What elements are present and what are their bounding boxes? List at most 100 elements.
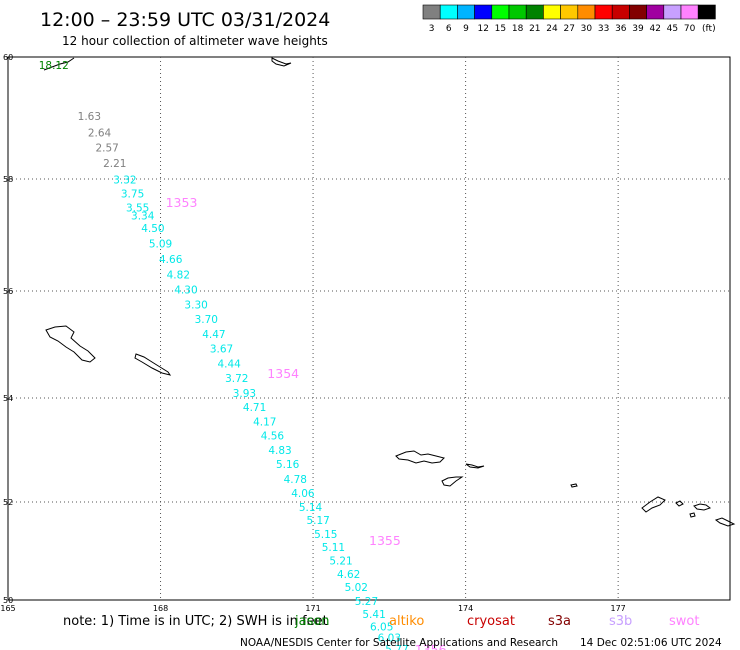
page-subtitle: 12 hour collection of altimeter wave hei… — [62, 34, 328, 48]
legend-swatch — [543, 4, 561, 20]
pass-time-label: 1354 — [267, 366, 299, 381]
wave-height-label: 5.09 — [149, 238, 172, 250]
legend-swatch — [560, 4, 579, 20]
axis-tick-labels: 50 52 54 56 58 60 165 168 171 174 177 — [0, 53, 625, 613]
legend-tick-label: (ft) — [702, 24, 716, 34]
satellite-legend: jason altiko cryosat s3a s3b swot — [294, 614, 699, 629]
wave-height-label: 6.03 — [378, 633, 401, 645]
wave-height-label: 3.75 — [121, 188, 144, 200]
wave-height-label: 5.11 — [322, 542, 345, 554]
legend-swatch — [457, 4, 475, 20]
coastline-island — [441, 476, 464, 487]
coastline-island — [465, 463, 485, 469]
wave-height-label: 5.16 — [276, 459, 300, 471]
coastlines — [43, 57, 736, 527]
wave-height-label: 2.57 — [95, 143, 118, 155]
legend-swatch — [629, 4, 647, 20]
coastline-island — [395, 450, 445, 464]
legend-tick-label: 39 — [632, 24, 644, 34]
wave-height-label: 5.17 — [306, 515, 329, 527]
legend-tick-label: 36 — [615, 24, 627, 34]
credit-text: NOAA/NESDIS Center for Satellite Applica… — [240, 637, 558, 649]
coastline-island — [689, 512, 696, 518]
legend-swatch — [697, 4, 716, 20]
wave-height-label: 3.70 — [195, 314, 218, 326]
wave-height-labels: 18.121.632.642.572.213.323.753.553.344.5… — [39, 60, 447, 650]
wave-height-label: 4.47 — [202, 329, 225, 341]
y-tick-label: 60 — [3, 53, 13, 62]
coastline-island — [570, 483, 578, 488]
coastline-island — [714, 517, 736, 527]
satellite-name-swot: swot — [669, 614, 699, 629]
legend-swatch — [474, 4, 493, 20]
pass-time-label: 1356 — [415, 642, 447, 650]
wave-height-label: 3.93 — [233, 388, 256, 400]
color-legend: 3 6 9 12 15 18 21 24 27 30 33 36 39 42 45 70 (ft) — [422, 4, 716, 34]
x-tick-label: 168 — [153, 604, 168, 613]
legend-swatch — [508, 4, 527, 20]
wave-height-label: 6.05 — [370, 621, 393, 633]
wave-height-label: 2.64 — [88, 127, 112, 139]
y-tick-label: 50 — [3, 596, 13, 605]
legend-tick-label: 6 — [446, 24, 452, 34]
wave-height-label: 3.30 — [184, 300, 207, 312]
legend-swatch — [577, 4, 596, 20]
wave-height-label: 4.56 — [261, 431, 285, 443]
wave-height-label: 18.12 — [39, 60, 69, 72]
wave-height-label: 4.78 — [284, 474, 307, 486]
legend-swatch — [680, 4, 699, 20]
legend-tick-label: 33 — [598, 24, 609, 34]
y-tick-label: 56 — [3, 287, 13, 296]
wave-height-label: 3.34 — [131, 210, 155, 222]
page-title: 12:00 – 23:59 UTC 03/31/2024 — [40, 9, 330, 31]
legend-tick-label: 42 — [649, 24, 660, 34]
pass-time-label: 1353 — [166, 195, 198, 210]
legend-swatch — [439, 4, 458, 20]
satellite-name-s3a: s3a — [548, 614, 571, 629]
wave-height-label: 4.30 — [174, 285, 197, 297]
wave-height-label: 4.44 — [217, 359, 241, 371]
x-tick-label: 177 — [611, 604, 626, 613]
legend-swatch — [663, 4, 682, 20]
wave-height-label: 4.06 — [291, 488, 315, 500]
coastline-island — [641, 496, 666, 513]
satellite-name-s3b: s3b — [609, 614, 632, 629]
wave-height-label: 5.41 — [362, 609, 385, 621]
legend-tick-label: 27 — [563, 24, 574, 34]
wave-height-label: 5.14 — [299, 502, 323, 514]
footer-note: note: 1) Time is in UTC; 2) SWH is in fe… — [63, 614, 328, 629]
x-tick-label: 171 — [305, 604, 320, 613]
map-frame — [7, 56, 731, 601]
legend-swatch — [422, 4, 441, 20]
legend-tick-label: 3 — [429, 24, 435, 34]
y-tick-label: 58 — [3, 175, 13, 184]
gridlines — [8, 57, 730, 600]
wave-height-label: 5.15 — [314, 529, 337, 541]
legend-swatch — [525, 4, 544, 20]
legend-tick-label: 21 — [529, 24, 540, 34]
wave-height-label: 2.21 — [103, 158, 126, 170]
coastline-island — [45, 325, 96, 363]
legend-tick-label: 45 — [667, 24, 678, 34]
coastline-island — [134, 353, 172, 376]
wave-height-label: 5.02 — [345, 582, 368, 594]
x-tick-label: 174 — [458, 604, 473, 613]
legend-tick-label: 24 — [546, 24, 558, 34]
legend-tick-label: 30 — [581, 24, 593, 34]
satellite-name-cryosat: cryosat — [467, 614, 515, 629]
legend-tick-label: 9 — [463, 24, 469, 34]
wave-height-label: 3.72 — [225, 373, 248, 385]
wave-height-label: 4.71 — [243, 402, 266, 414]
wave-height-label: 5.21 — [329, 556, 352, 568]
wave-height-label: 4.83 — [268, 445, 291, 457]
coastline-island — [43, 57, 75, 71]
wave-height-label: 4.66 — [159, 254, 183, 266]
wave-height-label: 5.27 — [355, 596, 378, 608]
coastline-island — [271, 57, 292, 67]
wave-height-label: 1.63 — [78, 111, 101, 123]
wave-height-label: 5.77 — [385, 644, 408, 650]
wave-height-label: 3.67 — [210, 344, 233, 356]
satellite-name-altiko: altiko — [389, 614, 424, 629]
legend-tick-label: 15 — [495, 24, 506, 34]
x-tick-label: 165 — [0, 604, 15, 613]
